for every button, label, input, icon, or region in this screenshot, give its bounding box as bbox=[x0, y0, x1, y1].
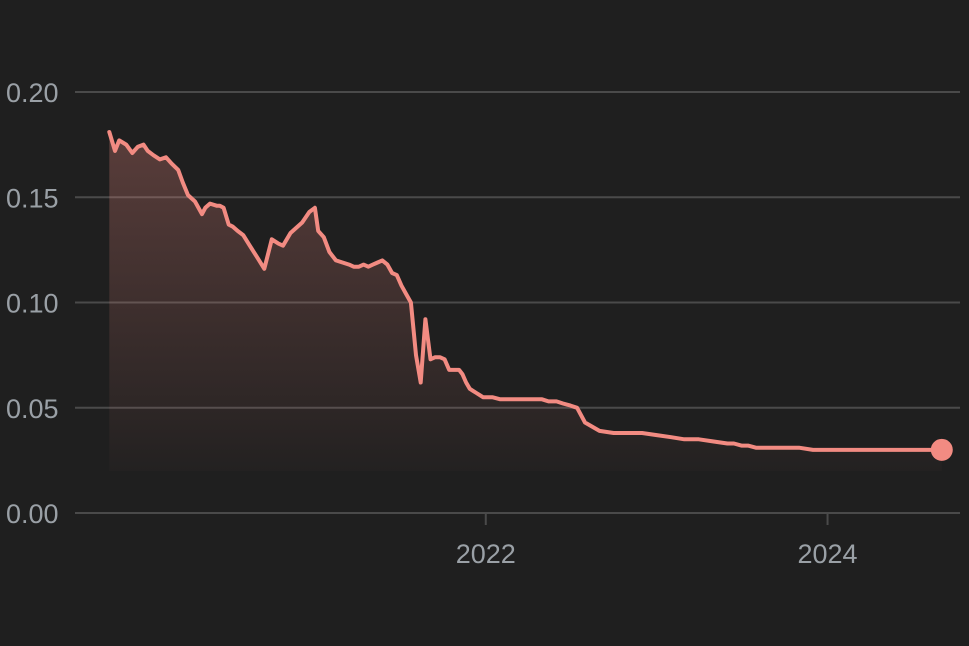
y-axis-ticks: 0.20 0.15 0.10 0.05 0.00 bbox=[6, 78, 59, 529]
y-tick-label: 0.20 bbox=[6, 78, 59, 108]
x-axis-ticks: 2022 2024 bbox=[456, 513, 858, 569]
x-tick-label: 2024 bbox=[798, 539, 858, 569]
y-tick-label: 0.05 bbox=[6, 394, 59, 424]
y-tick-label: 0.15 bbox=[6, 183, 59, 213]
y-tick-label: 0.10 bbox=[6, 289, 59, 319]
y-tick-label: 0.00 bbox=[6, 499, 59, 529]
x-tick-label: 2022 bbox=[456, 539, 516, 569]
series-line bbox=[107, 130, 944, 452]
series-area bbox=[109, 132, 942, 471]
series-end-point[interactable] bbox=[930, 438, 953, 461]
